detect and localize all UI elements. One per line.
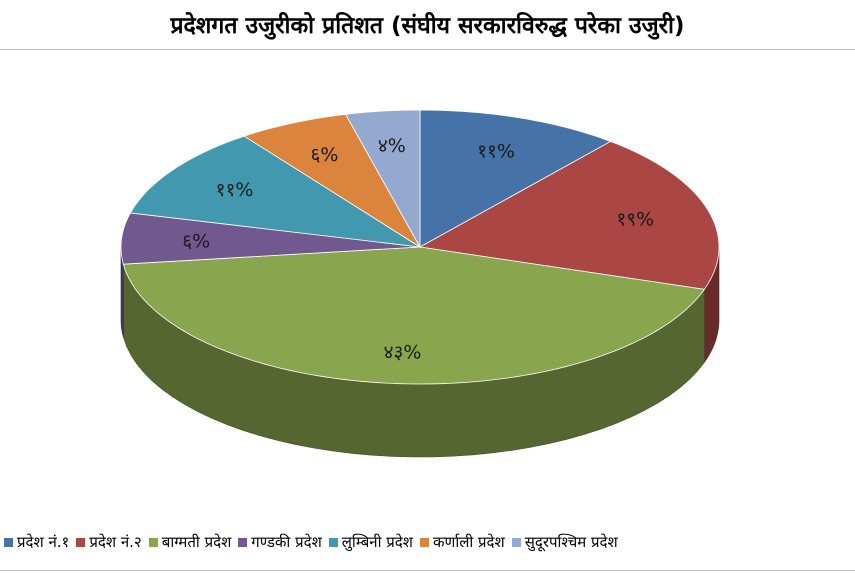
- legend-swatch-1: [76, 537, 86, 547]
- slice-label-2: ४३%: [384, 342, 422, 364]
- pie-slice-5: [243, 113, 421, 248]
- legend-swatch-2: [148, 537, 158, 547]
- legend-item-5: कर्णाली प्रदेश: [419, 532, 505, 552]
- legend-swatch-0: [4, 537, 13, 547]
- slice-label-6: ४%: [378, 135, 406, 157]
- slice-label-1: १९%: [616, 208, 654, 230]
- legend-label-4: लुम्बिनी प्रदेश: [341, 533, 413, 551]
- slice-label-3: ६%: [182, 231, 210, 253]
- pie-chart: ११% १९% ४३% ६% ११% ६% ४%: [120, 109, 720, 458]
- bottom-divider: [0, 570, 855, 571]
- legend-swatch-4: [328, 537, 338, 547]
- legend-item-3: गण्डकी प्रदेश: [238, 532, 322, 552]
- pie-labels: ११% १९% ४३% ६% ११% ६% ४%: [182, 135, 654, 364]
- slice-label-0: ११%: [477, 140, 515, 162]
- legend-item-0: प्रदेश नं.१: [4, 532, 69, 552]
- legend-label-0: प्रदेश नं.१: [17, 533, 70, 551]
- pie-slice-3: [120, 212, 421, 265]
- legend-swatch-5: [419, 537, 429, 547]
- pie-tops: [120, 109, 720, 385]
- pie-slice-2: [122, 246, 706, 385]
- legend-item-6: सुदूरपश्चिम प्रदेश: [511, 532, 618, 552]
- legend-item-1: प्रदेश नं.२: [76, 532, 142, 552]
- pie-slice-4: [129, 135, 421, 248]
- chart-legend: प्रदेश नं.१ प्रदेश नं.२ बाग्मती प्रदेश गण्ड…: [4, 532, 854, 552]
- pie-slice-0: [419, 109, 612, 248]
- legend-label-1: प्रदेश नं.२: [89, 533, 142, 551]
- legend-item-4: लुम्बिनी प्रदेश: [328, 532, 413, 552]
- legend-label-2: बाग्मती प्रदेश: [161, 533, 232, 551]
- title-divider: [0, 49, 855, 50]
- slice-label-5: ६%: [311, 144, 339, 166]
- legend-label-3: गण्डकी प्रदेश: [251, 533, 322, 551]
- legend-swatch-3: [238, 537, 248, 547]
- pie-slice-6: [344, 109, 421, 249]
- legend-label-5: कर्णाली प्रदेश: [432, 533, 505, 551]
- pie-slice-1: [418, 140, 720, 290]
- chart-title: प्रदेशगत उजुरीको प्रतिशत (संघीय सरकारविर…: [170, 13, 685, 39]
- legend-item-2: बाग्मती प्रदेश: [148, 532, 232, 552]
- slice-label-4: ११%: [216, 179, 254, 201]
- legend-swatch-6: [511, 537, 521, 547]
- legend-label-6: सुदूरपश्चिम प्रदेश: [524, 533, 618, 551]
